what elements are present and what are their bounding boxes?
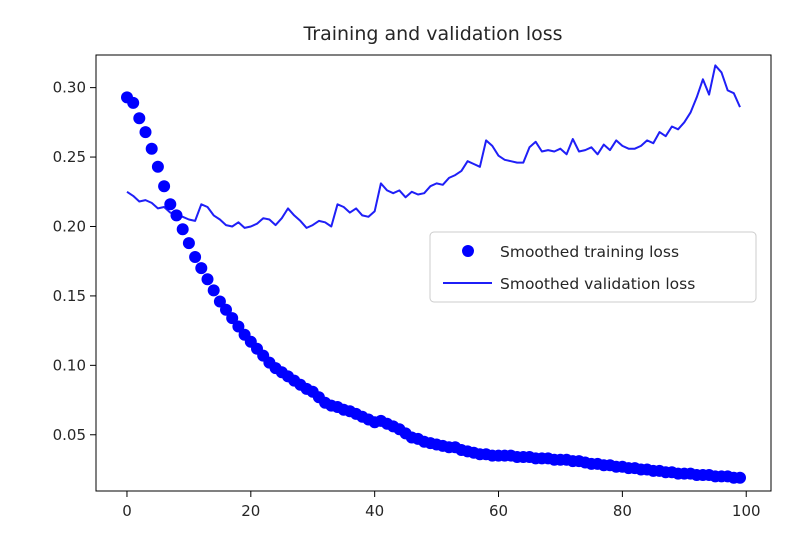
y-tick-label: 0.30 bbox=[53, 79, 86, 97]
validation-series bbox=[126, 64, 741, 229]
training-loss-point bbox=[170, 209, 183, 222]
training-loss-point bbox=[213, 295, 226, 308]
axes-frame bbox=[95, 54, 772, 492]
y-tick-label: 0.25 bbox=[53, 148, 86, 166]
training-loss-point bbox=[201, 273, 214, 286]
training-loss-point bbox=[734, 471, 746, 484]
training-loss-point bbox=[151, 160, 164, 173]
y-tick-label: 0.05 bbox=[53, 426, 86, 444]
y-tick-label: 0.10 bbox=[53, 356, 86, 374]
training-loss-point bbox=[182, 237, 195, 250]
x-tick-label: 0 bbox=[122, 502, 132, 520]
training-loss-point bbox=[232, 320, 245, 333]
y-tick-label: 0.15 bbox=[53, 287, 86, 305]
legend-box bbox=[429, 231, 757, 303]
x-tick-label: 40 bbox=[365, 502, 384, 520]
training-loss-point bbox=[220, 303, 232, 316]
x-tick-label: 80 bbox=[613, 502, 632, 520]
training-loss-point bbox=[133, 112, 146, 125]
training-series bbox=[121, 91, 746, 484]
chart-title: Training and validation loss bbox=[302, 23, 562, 45]
legend-marker-training bbox=[462, 245, 474, 257]
training-loss-point bbox=[164, 198, 177, 211]
training-loss-point bbox=[195, 262, 208, 275]
training-loss-point bbox=[226, 312, 239, 325]
training-loss-point bbox=[127, 96, 140, 109]
y-axis: 0.05 0.10 0.15 0.20 0.25 0.30 bbox=[53, 79, 96, 444]
legend-label-validation: Smoothed validation loss bbox=[500, 275, 695, 293]
legend: Smoothed training loss Smoothed validati… bbox=[429, 231, 757, 303]
training-loss-point bbox=[176, 223, 189, 236]
training-loss-point bbox=[207, 284, 220, 297]
x-axis: 0 20 40 60 80 100 bbox=[122, 491, 761, 520]
y-tick-label: 0.20 bbox=[53, 217, 86, 235]
x-tick-label: 20 bbox=[241, 502, 260, 520]
validation-loss-line bbox=[126, 64, 741, 229]
training-loss-point bbox=[139, 126, 152, 139]
x-tick-label: 60 bbox=[489, 502, 508, 520]
training-loss-point bbox=[189, 251, 202, 263]
legend-label-training: Smoothed training loss bbox=[500, 243, 679, 261]
training-loss-point bbox=[158, 180, 171, 193]
training-loss-point bbox=[145, 142, 158, 155]
x-tick-label: 100 bbox=[732, 502, 761, 520]
